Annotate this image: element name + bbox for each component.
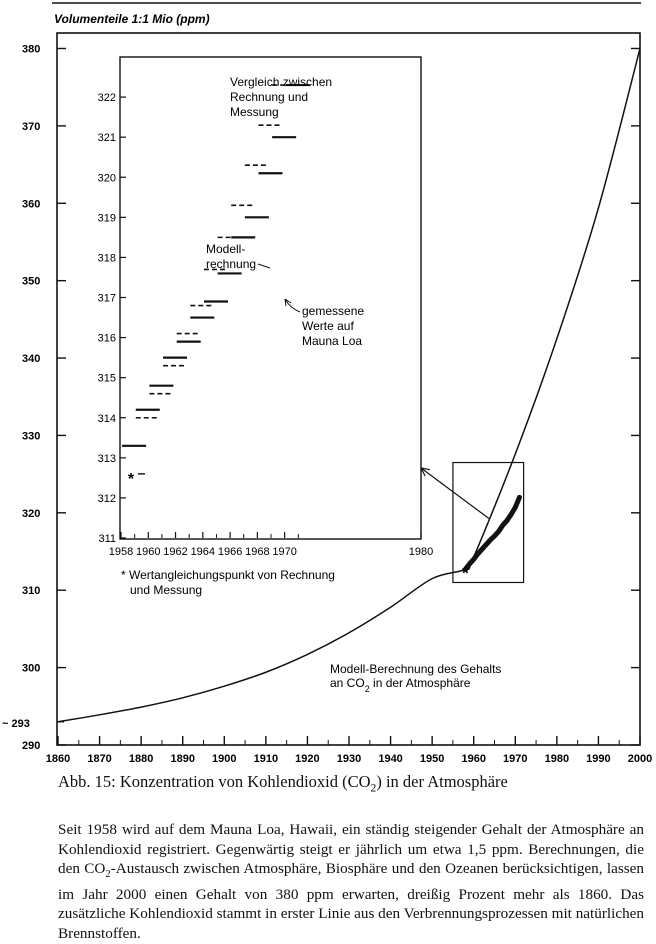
- inset-frame: [119, 56, 422, 540]
- main-ytick-label: 370: [22, 121, 40, 133]
- body-paragraph: Seit 1958 wird auf dem Mauna Loa, Hawaii…: [58, 821, 645, 942]
- main-xtick-label: 1860: [46, 753, 70, 765]
- inset-ytick-label: 315: [98, 373, 116, 385]
- zoom-arrow: [420, 467, 490, 520]
- inset-title-line3: Messung: [230, 105, 279, 119]
- main-xtick-label: 1930: [337, 753, 361, 765]
- main-ytick-label: 330: [22, 430, 40, 442]
- curve-label-line1: Modell-Berechnung des Gehalts: [330, 662, 501, 676]
- main-xtick-label: 2000: [628, 753, 652, 765]
- main-xtick-label: 1990: [586, 753, 610, 765]
- model-label-line2: rechnung: [206, 257, 256, 271]
- model-curve: [57, 48, 641, 723]
- inset-xtick-label: 1980: [409, 546, 433, 558]
- inset-ytick-label: 314: [98, 413, 116, 425]
- main-xtick-label: 1940: [378, 753, 402, 765]
- model-label-line1: Modell-: [206, 242, 245, 256]
- inset-ytick-label: 319: [98, 212, 116, 224]
- inset-title-line1: Vergleich zwischen: [230, 75, 332, 89]
- inset-ytick-label: 316: [98, 333, 116, 345]
- inset-ytick-label: 321: [98, 132, 116, 144]
- inset-ytick-label: 317: [98, 293, 116, 305]
- main-xtick-label: 1920: [295, 753, 319, 765]
- inset-title-line2: Rechnung und: [230, 90, 308, 104]
- measured-label-line3: Mauna Loa: [302, 334, 362, 348]
- main-x-axis: 1860 1870 1880 1890 1900 1910 1920 1930 1940 1950…: [46, 736, 652, 765]
- inset-xtick-label: 1958: [109, 546, 133, 558]
- inset-xtick-label: 1970: [272, 546, 296, 558]
- figure-caption: Abb. 15: Konzentration von Kohlendioxid …: [58, 772, 508, 795]
- model-label-leader: [257, 263, 271, 269]
- unit-label: Volumenteile 1:1 Mio (ppm): [54, 12, 210, 26]
- inset-xtick-label: 1960: [136, 546, 160, 558]
- zoom-box: [452, 461, 525, 584]
- main-xtick-label: 1970: [503, 753, 527, 765]
- inset-ytick-label: 322: [98, 92, 116, 104]
- inset-xtick-label: 1964: [191, 546, 215, 558]
- main-ytick-label: 380: [22, 43, 40, 55]
- inset-ytick-label: 312: [98, 493, 116, 505]
- inset-y-axis: 311 312 313 314 315 316 317 318 319 320 321 322: [98, 92, 126, 545]
- main-ytick-marked-label: ~ 293: [2, 718, 30, 730]
- main-ytick-label: 310: [22, 585, 40, 597]
- inset-ytick-label: 313: [98, 453, 116, 465]
- main-xtick-label: 1980: [545, 753, 569, 765]
- main-ytick-label: 350: [22, 276, 40, 288]
- measured-label-line1: gemessene: [302, 304, 364, 318]
- main-ytick-label: 360: [22, 198, 40, 210]
- main-xtick-label: 1950: [420, 753, 444, 765]
- inset-xtick-label: 1968: [245, 546, 269, 558]
- main-xtick-label: 1870: [87, 753, 111, 765]
- footnote-line2: und Messung: [130, 583, 202, 597]
- main-ytick-label: 320: [22, 508, 40, 520]
- curve-label-line2: an CO2 in der Atmosphäre: [330, 676, 471, 694]
- inset-start-star: *: [128, 471, 135, 488]
- inset-xtick-label: 1962: [163, 546, 187, 558]
- co2-chart: Volumenteile 1:1 Mio (ppm) 2903003103203…: [2, 2, 652, 765]
- main-xtick-label: 1900: [212, 753, 236, 765]
- inset-x-axis: 1958 1960 1962 1964 1966 1968 1970 1980: [109, 532, 433, 558]
- measured-label-arrow: [284, 298, 301, 313]
- inset-ytick-label: 318: [98, 252, 116, 264]
- main-ytick-label: 340: [22, 353, 40, 365]
- footnote-line1: * Wertangleichungspunkt von Rechnung: [121, 568, 335, 582]
- inset-start-point: *: [128, 471, 145, 488]
- main-ytick-label: 300: [22, 663, 40, 675]
- measured-label-line2: Werte auf: [302, 319, 354, 333]
- inset-measured-series: [122, 83, 310, 447]
- main-xtick-label: 1960: [461, 753, 485, 765]
- main-xtick-label: 1880: [129, 753, 153, 765]
- main-xtick-label: 1890: [170, 753, 194, 765]
- inset-ytick-label: 320: [98, 172, 116, 184]
- main-ytick-label: 290: [22, 740, 40, 752]
- inset-ytick-label: 311: [98, 533, 116, 545]
- inset-xtick-label: 1966: [218, 546, 242, 558]
- main-xtick-label: 1910: [254, 753, 278, 765]
- main-y-axis: 290 300 310 320 330 340 350 360 370 380 ~ 293: [2, 43, 640, 752]
- start-marker: *: [462, 563, 469, 583]
- measured-band: [462, 494, 522, 572]
